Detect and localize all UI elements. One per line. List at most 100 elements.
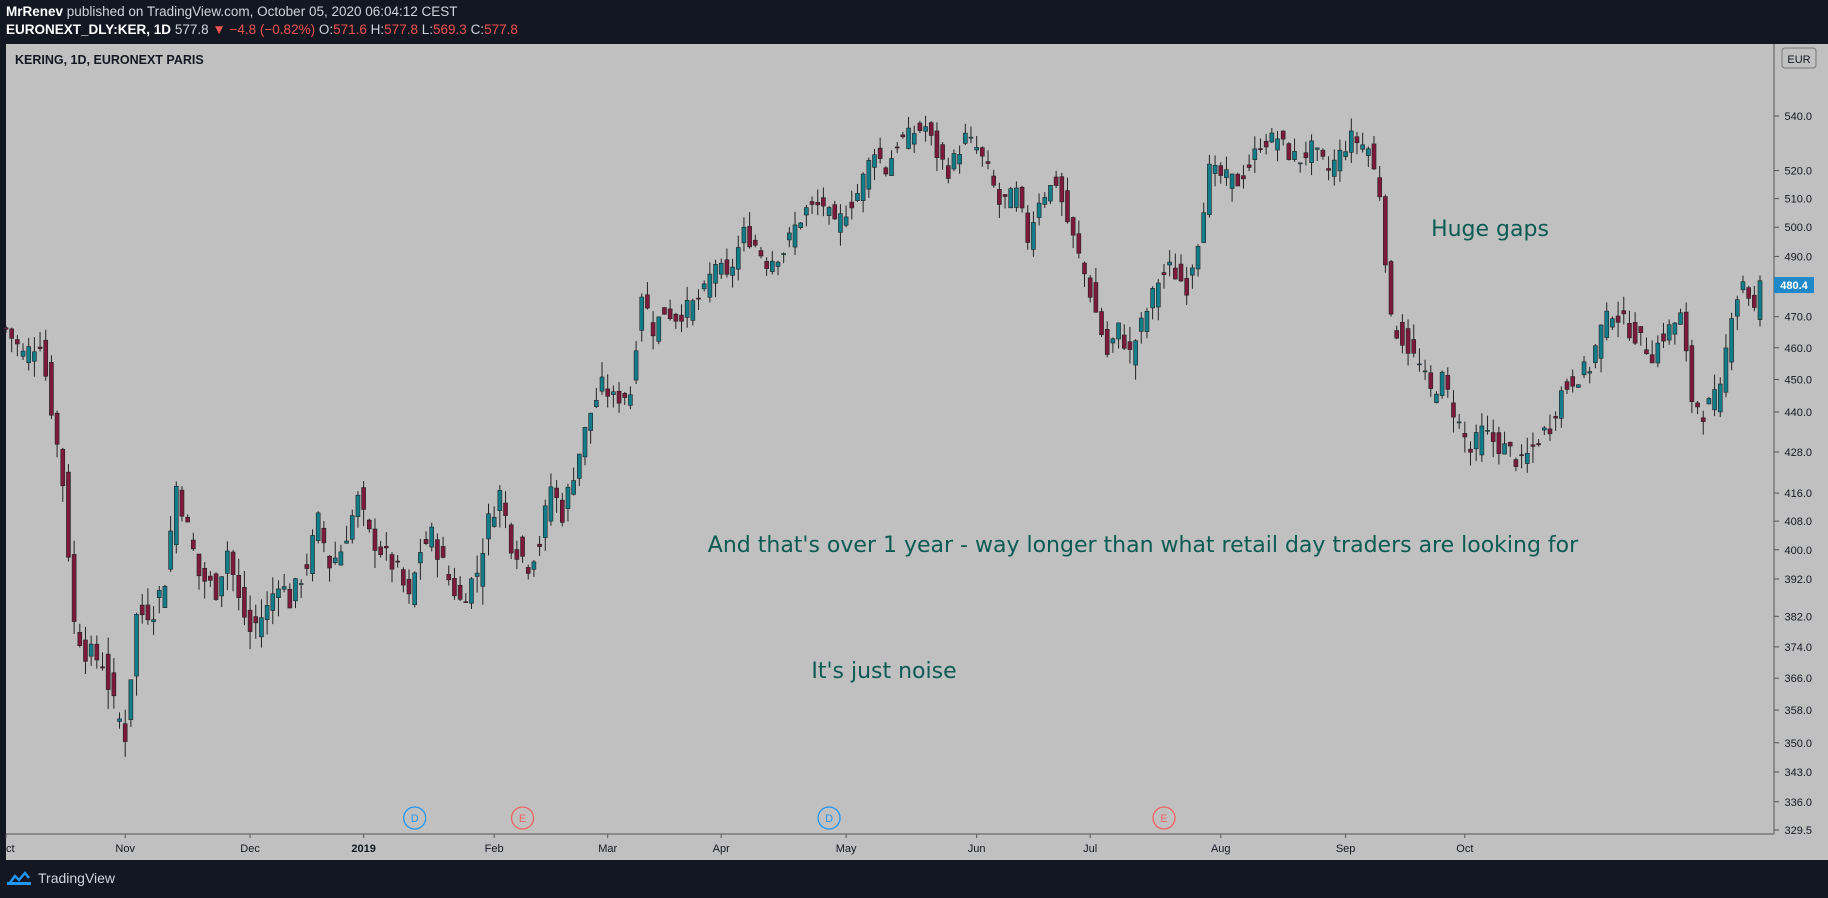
candle [804,204,809,227]
candle-body [690,300,696,321]
candle [1218,162,1224,184]
candle-body [985,161,991,164]
y-tick-label: 336.0 [1784,797,1812,809]
candle-body [616,390,622,404]
candle-body [276,588,281,598]
candle [66,464,71,562]
candle [798,221,803,230]
candle-body [1337,149,1343,172]
candle-body [1468,448,1473,453]
candle-body [980,147,985,157]
candle [1031,211,1036,257]
candle-body [1207,163,1212,215]
candle [1297,162,1303,173]
event-marker-label: E [1160,813,1167,825]
candle-body [1025,212,1031,243]
tradingview-logo[interactable]: TradingView [6,870,115,886]
candle-body [1133,340,1138,366]
candle [1428,365,1434,397]
y-tick-label: 520.0 [1784,166,1812,178]
candle [185,514,190,523]
candle-body [77,632,83,646]
candle-body [344,540,349,544]
candle [1331,149,1337,186]
candle [775,260,781,276]
candle [111,658,117,709]
candle [1042,192,1048,209]
candle-body [605,388,610,397]
candle [1150,286,1155,320]
candle-body [1734,299,1740,317]
candle [412,571,417,608]
candle [1121,324,1127,351]
candle [1195,244,1201,277]
candle-body [185,516,190,523]
candle [259,599,264,648]
publish-line: MrRenev published on TradingView.com, Oc… [6,4,458,19]
candle-body [860,173,866,201]
author-name[interactable]: MrRenev [6,4,64,19]
candle-body [1343,151,1348,157]
candle-body [821,197,826,207]
candle-body [645,294,650,309]
candle-body [452,578,457,597]
close-label: C: [470,22,485,37]
candle-body [639,296,645,331]
y-tick-label: 343.0 [1784,767,1812,779]
candle [1144,307,1150,339]
candle [1405,319,1411,366]
candle [440,536,446,559]
candle [469,577,474,610]
candle [1138,312,1144,344]
candle-body [1156,282,1161,308]
candle [219,576,225,608]
ohlc-line: EURONEXT_DLY:KER, 1D 577.8 ▼ −4.8 (−0.82… [6,22,518,37]
candle [832,200,838,220]
candle [1275,131,1280,162]
candle-body [1576,384,1581,388]
candle-body [315,512,321,541]
candle-body [662,307,667,315]
candle [1683,302,1689,362]
candle [1462,421,1468,453]
symbol-label[interactable]: EURONEXT_DLY:KER, 1D [6,22,172,37]
candle-body [446,574,452,581]
candle-body [1087,277,1093,298]
event-marker-circle [817,806,841,830]
annotation-text: And that's over 1 year - way longer than… [708,533,1579,558]
candle-body [1138,317,1144,332]
candle [395,555,400,568]
candle [667,299,673,321]
candle-body [1439,371,1445,396]
candle [491,506,497,528]
candle-body [1110,338,1116,344]
candle-body [1048,185,1053,202]
candle [1604,302,1610,341]
candle-body [889,158,894,176]
candle-body [1632,322,1638,344]
y-tick-label: 540.0 [1784,111,1812,123]
event-marker: D [817,806,841,830]
candle-body [713,264,718,284]
candle [156,585,162,614]
candle-body [15,339,20,345]
candle-body [843,216,849,226]
candle-body [1638,326,1644,333]
candle-body [1445,375,1451,390]
candle [366,518,372,533]
candle [26,337,32,371]
candle [77,623,83,648]
candle [1178,254,1184,283]
candle [202,562,207,599]
candle-body [724,259,730,275]
candle-body [537,543,542,547]
candle-body [1218,165,1224,176]
candle [173,481,179,554]
candle [497,485,503,528]
candle [1547,414,1553,441]
candle-body [384,546,389,549]
candle [1201,202,1207,243]
candle [1053,170,1059,189]
candle-body [542,505,548,538]
